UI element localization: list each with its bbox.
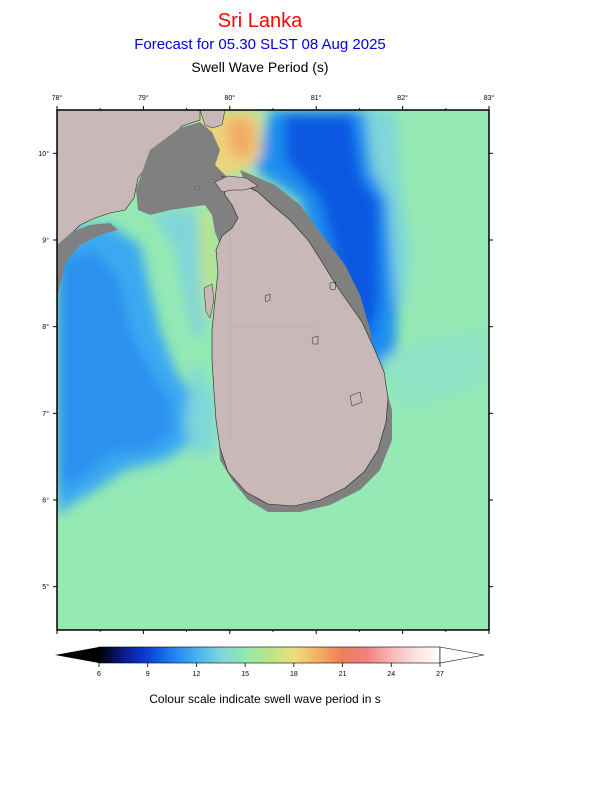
lat-label: 9° [42,237,49,245]
land-areas [57,110,392,512]
lat-label: 8° [42,323,49,331]
lat-label: 5° [42,583,49,591]
colorbar-tick-label: 18 [290,671,298,678]
map-region-title: Sri Lanka [217,10,303,32]
lat-label: 6° [42,497,49,505]
colorbar-tick-label: 12 [193,671,201,678]
lat-label: 7° [42,410,49,418]
lat-label: 10° [38,150,49,158]
map-axis-labels: 78° 79° 80° 81° 82° 83° 10° 9° 8° 7° 6° 5° [38,94,494,591]
colorbar-tick-label: 9 [146,671,150,678]
lon-label: 80° [225,94,236,102]
lon-label: 83° [484,94,495,102]
colorbar-tick-label: 24 [387,671,395,678]
map-axis-ticks [53,106,493,634]
variable-title: Swell Wave Period (s) [191,59,329,75]
colorbar-caption: Colour scale indicate swell wave period … [149,692,381,706]
colorbar-tick-label: 6 [97,671,101,678]
colorbar-tick-label: 27 [436,671,444,678]
lon-label: 81° [311,94,322,102]
lon-label: 78° [52,94,63,102]
lon-label: 82° [397,94,408,102]
colorbar: 6 9 12 15 18 21 24 27 [55,646,485,678]
colorbar-min-arrow [55,647,99,663]
colorbar-tick-label: 21 [339,671,347,678]
colorbar-max-arrow [439,646,485,664]
colorbar-tick-label: 15 [241,671,249,678]
forecast-time-subtitle: Forecast for 05.30 SLST 08 Aug 2025 [134,36,386,53]
lon-label: 79° [138,94,149,102]
colorbar-ticks: 6 9 12 15 18 21 24 27 [97,663,444,678]
colorbar-gradient [98,646,441,664]
